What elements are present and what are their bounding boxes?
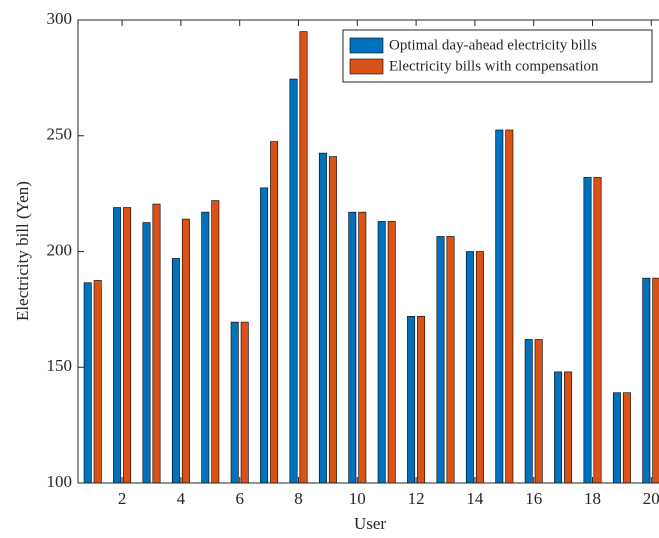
bar — [93, 280, 102, 484]
bar — [240, 321, 249, 484]
bar — [564, 371, 573, 484]
bar — [622, 392, 631, 484]
y-tick-label: 150 — [47, 356, 73, 375]
bar — [270, 141, 279, 484]
x-tick-label: 2 — [118, 489, 127, 508]
legend-swatch — [349, 37, 384, 54]
legend-label: Optimal day-ahead electricity bills — [389, 37, 597, 53]
bar — [289, 78, 298, 484]
bar — [230, 321, 239, 484]
x-tick-label: 6 — [235, 489, 244, 508]
bar — [377, 221, 386, 484]
x-tick-label: 20 — [643, 489, 659, 508]
bar — [152, 203, 161, 484]
bar — [299, 31, 308, 484]
bar — [348, 211, 357, 484]
y-tick-label: 250 — [47, 125, 73, 144]
legend-box — [342, 29, 653, 83]
bar — [534, 339, 543, 484]
bar — [328, 156, 337, 484]
x-tick-label: 14 — [466, 489, 484, 508]
bar — [583, 177, 592, 484]
bar — [642, 277, 651, 484]
x-axis-label: User — [354, 514, 386, 533]
y-tick-label: 100 — [47, 472, 73, 491]
bar — [475, 251, 484, 484]
legend-swatch — [349, 58, 384, 75]
bar — [318, 152, 327, 484]
bar — [387, 221, 396, 484]
bar — [211, 200, 220, 484]
bar — [407, 316, 416, 484]
bar — [201, 211, 210, 484]
y-tick-label: 200 — [47, 240, 73, 259]
x-tick-label: 12 — [408, 489, 425, 508]
bar — [260, 187, 269, 484]
bar — [358, 211, 367, 484]
bar — [436, 236, 445, 484]
y-axis-label: Electricity bill (Yen) — [13, 181, 32, 321]
bar — [113, 207, 122, 484]
bar — [181, 218, 190, 484]
x-tick-label: 18 — [584, 489, 601, 508]
bar — [495, 129, 504, 484]
bar — [417, 316, 426, 484]
x-tick-label: 8 — [294, 489, 303, 508]
bar — [593, 177, 602, 484]
bar — [123, 207, 132, 484]
bar — [612, 392, 621, 484]
bar — [83, 282, 92, 484]
x-tick-label: 4 — [177, 489, 186, 508]
bar — [554, 371, 563, 484]
bar — [446, 236, 455, 484]
bar — [505, 129, 514, 484]
bar — [524, 339, 533, 484]
legend-label: Electricity bills with compensation — [389, 58, 599, 74]
bar — [465, 251, 474, 484]
x-tick-label: 16 — [525, 489, 542, 508]
x-tick-label: 10 — [349, 489, 366, 508]
bar — [171, 258, 180, 484]
y-tick-label: 300 — [47, 9, 73, 28]
bar — [652, 277, 659, 484]
bar — [142, 222, 151, 484]
